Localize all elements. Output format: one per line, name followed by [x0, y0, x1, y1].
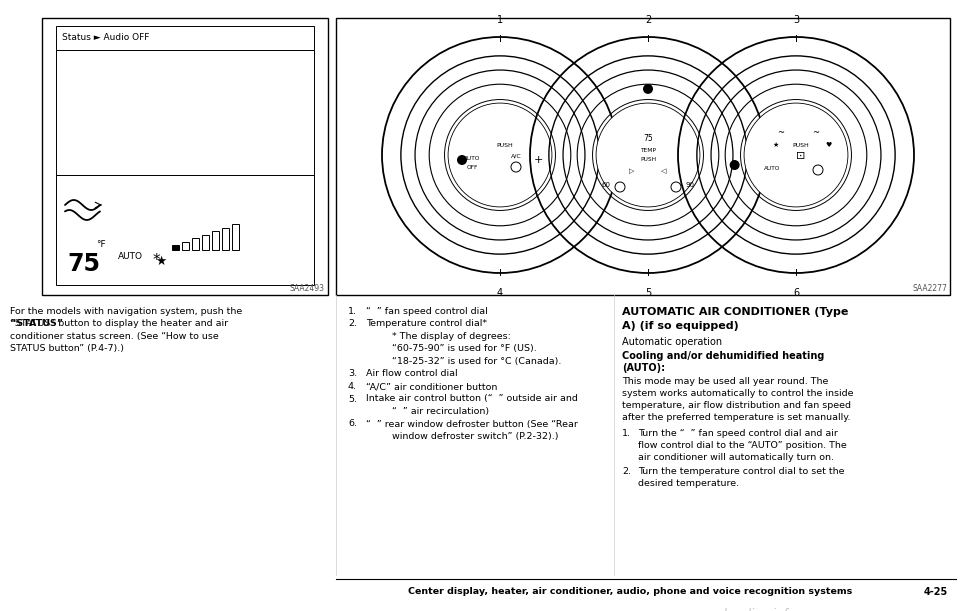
Text: “18-25-32” is used for °C (Canada).: “18-25-32” is used for °C (Canada). [392, 357, 562, 366]
Text: * The display of degrees:: * The display of degrees: [392, 332, 511, 341]
Text: 4: 4 [497, 288, 503, 298]
Circle shape [448, 103, 552, 207]
Text: desired temperature.: desired temperature. [638, 479, 739, 488]
Text: This mode may be used all year round. The: This mode may be used all year round. Th… [622, 377, 828, 386]
Text: Status ► Audio OFF: Status ► Audio OFF [62, 34, 150, 43]
Text: 3.: 3. [348, 370, 357, 378]
Text: PUSH: PUSH [793, 143, 809, 148]
Text: 1.: 1. [622, 429, 631, 438]
Text: A) (if so equipped): A) (if so equipped) [622, 321, 739, 331]
Text: “60-75-90” is used for °F (US).: “60-75-90” is used for °F (US). [392, 345, 537, 354]
Circle shape [643, 84, 653, 94]
Text: TEMP: TEMP [640, 148, 656, 153]
Text: air conditioner will automatically turn on.: air conditioner will automatically turn … [638, 453, 834, 462]
Text: AUTO: AUTO [118, 252, 143, 261]
Text: ~: ~ [812, 128, 820, 137]
Text: Temperature control dial*: Temperature control dial* [366, 320, 487, 329]
Text: SAA2493: SAA2493 [290, 284, 325, 293]
Text: 2: 2 [645, 15, 651, 25]
Text: PUSH: PUSH [640, 157, 656, 162]
Text: after the preferred temperature is set manually.: after the preferred temperature is set m… [622, 413, 851, 422]
Text: ◁: ◁ [661, 168, 666, 174]
Text: conditioner status screen. (See “How to use: conditioner status screen. (See “How to … [10, 332, 219, 341]
Text: A/C: A/C [511, 153, 521, 158]
Bar [56, 26, 314, 50]
Text: system works automatically to control the inside: system works automatically to control th… [622, 389, 853, 398]
Text: 6: 6 [793, 288, 799, 298]
Text: ★: ★ [155, 255, 166, 268]
Text: *: * [153, 253, 160, 268]
Text: ▷: ▷ [630, 168, 635, 174]
Text: 75: 75 [643, 134, 653, 143]
Text: 60: 60 [602, 182, 611, 188]
Text: “STATUS”: “STATUS” [10, 320, 63, 329]
Text: 90: 90 [685, 182, 694, 188]
Bar [42, 18, 328, 295]
Bar [172, 245, 179, 250]
Text: PUSH: PUSH [496, 143, 514, 148]
Text: For the models with navigation system, push the: For the models with navigation system, p… [10, 307, 242, 316]
Text: Cooling and/or dehumidified heating: Cooling and/or dehumidified heating [622, 351, 825, 361]
Text: Center display, heater, air conditioner, audio, phone and voice recognition syst: Center display, heater, air conditioner,… [408, 587, 852, 596]
Text: “STATUS” button to display the heater and air: “STATUS” button to display the heater an… [10, 320, 228, 329]
Bar [336, 18, 950, 295]
Bar [222, 227, 229, 250]
Text: ♥: ♥ [825, 142, 831, 148]
Circle shape [457, 155, 467, 165]
Text: 5.: 5. [348, 395, 357, 403]
Text: Air flow control dial: Air flow control dial [366, 370, 458, 378]
Text: window defroster switch” (P.2-32).): window defroster switch” (P.2-32).) [392, 432, 559, 441]
Text: °F: °F [96, 240, 106, 249]
Text: “A/C” air conditioner button: “A/C” air conditioner button [366, 382, 497, 391]
Text: +: + [534, 155, 542, 165]
Text: carmanualsonline.info: carmanualsonline.info [664, 608, 796, 611]
Circle shape [730, 160, 739, 170]
Text: 5: 5 [645, 288, 651, 298]
Text: SAA2277: SAA2277 [912, 284, 947, 293]
Text: 6.: 6. [348, 420, 357, 428]
Text: STATUS button” (P.4-7).): STATUS button” (P.4-7).) [10, 345, 124, 354]
Text: “  ” rear window defroster button (See “Rear: “ ” rear window defroster button (See “R… [366, 420, 578, 428]
Text: AUTOMATIC AIR CONDITIONER (Type: AUTOMATIC AIR CONDITIONER (Type [622, 307, 849, 317]
Bar [212, 231, 219, 250]
Text: temperature, air flow distribution and fan speed: temperature, air flow distribution and f… [622, 401, 851, 410]
Bar [232, 224, 239, 250]
Text: OFF: OFF [467, 165, 478, 170]
Text: Intake air control button (“  ” outside air and: Intake air control button (“ ” outside a… [366, 395, 578, 403]
Text: 4-25: 4-25 [924, 587, 948, 597]
Circle shape [596, 103, 700, 207]
Text: 1.: 1. [348, 307, 357, 316]
Text: 1: 1 [497, 15, 503, 25]
Text: ★: ★ [773, 142, 780, 148]
Text: ~: ~ [778, 128, 784, 137]
Text: 75: 75 [67, 252, 100, 276]
Bar [192, 238, 199, 250]
Text: Turn the temperature control dial to set the: Turn the temperature control dial to set… [638, 467, 845, 476]
Text: flow control dial to the “AUTO” position. The: flow control dial to the “AUTO” position… [638, 441, 847, 450]
Bar [202, 235, 209, 250]
Text: Automatic operation: Automatic operation [622, 337, 722, 347]
Text: 4.: 4. [348, 382, 357, 391]
Text: “STATUS”: “STATUS” [10, 320, 63, 329]
Circle shape [744, 103, 848, 207]
Text: (AUTO):: (AUTO): [622, 363, 665, 373]
Text: AUTO: AUTO [764, 166, 780, 171]
Text: “  ” fan speed control dial: “ ” fan speed control dial [366, 307, 488, 316]
Text: 3: 3 [793, 15, 799, 25]
Text: Turn the “  ” fan speed control dial and air: Turn the “ ” fan speed control dial and … [638, 429, 838, 438]
Text: 2.: 2. [622, 467, 631, 476]
Text: “  ” air recirculation): “ ” air recirculation) [392, 407, 490, 416]
Text: 2.: 2. [348, 320, 357, 329]
Text: ⊡: ⊡ [796, 151, 805, 161]
Bar [56, 50, 314, 175]
Bar [182, 241, 189, 250]
Text: AUTO: AUTO [464, 156, 480, 161]
Bar [56, 175, 314, 285]
